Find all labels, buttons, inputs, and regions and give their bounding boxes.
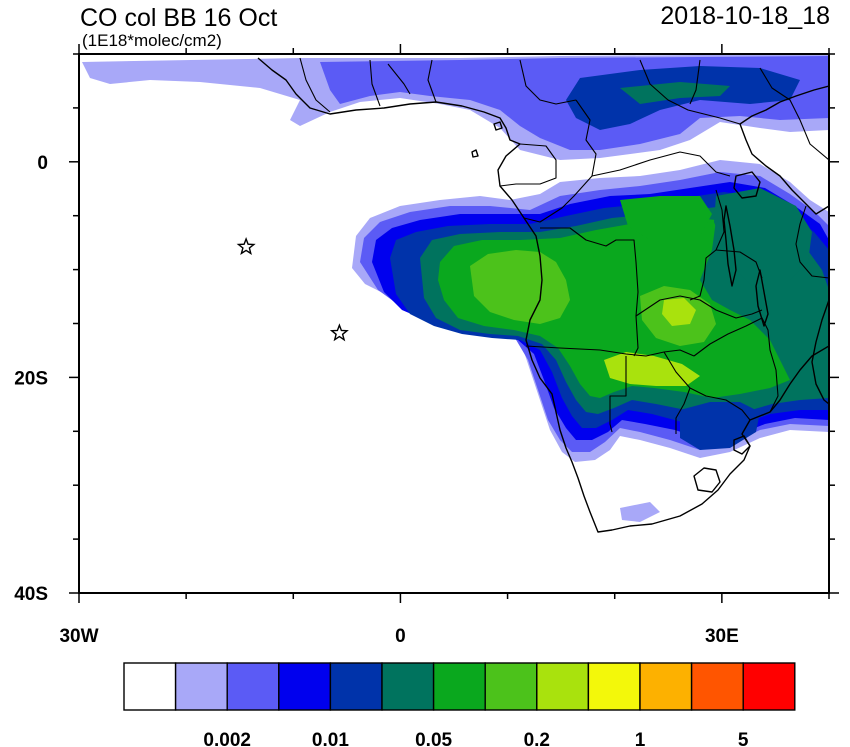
border-15	[693, 317, 779, 413]
border-14	[635, 295, 763, 319]
border-19	[715, 249, 763, 279]
y-tick-label: 0	[37, 153, 48, 174]
colorbar-swatch	[536, 662, 590, 711]
colorbar-swatch	[174, 662, 228, 711]
colorbar-swatch	[690, 662, 744, 711]
contour-se-light	[620, 502, 660, 522]
border-7	[591, 151, 731, 177]
colorbar-swatch	[484, 662, 538, 711]
co-field	[82, 54, 829, 522]
map-title: CO col BB 16 Oct	[80, 4, 277, 32]
border-10	[759, 67, 829, 161]
units-label: (1E18*molec/cm2)	[82, 31, 222, 50]
colorbar-swatch	[742, 662, 796, 711]
contour-east-darkgreen	[714, 188, 812, 290]
colorbar-label: 0.2	[524, 730, 550, 747]
colorbar-swatch	[123, 662, 177, 711]
border-3	[427, 59, 437, 103]
border-8	[639, 59, 741, 125]
border-4	[519, 59, 577, 105]
border-13	[525, 345, 695, 357]
map-panel	[79, 54, 829, 593]
madagascar	[811, 299, 829, 405]
border-18	[675, 387, 691, 434]
colorbar-swatch	[329, 662, 383, 711]
x-tick-label: 30E	[705, 626, 739, 647]
star-marker-icon	[329, 323, 349, 342]
axis-ticks: 30W 0 30E 0 20S 40S	[14, 44, 839, 647]
lake-victoria	[733, 171, 761, 199]
border-20	[795, 205, 829, 279]
datetime-label: 2018-10-18_18	[660, 2, 830, 30]
y-tick-label: 20S	[14, 368, 48, 389]
borders	[299, 57, 829, 434]
contour-north-darkgreen	[620, 82, 730, 104]
star-marker-icon	[236, 237, 256, 255]
colorbar-swatch	[639, 662, 693, 711]
contour-north-dark	[566, 66, 800, 130]
africa-horn-coast	[739, 85, 829, 215]
border-17	[663, 351, 751, 421]
colorbar-swatch	[381, 662, 435, 711]
contour-east-green	[620, 196, 712, 246]
eswatini	[733, 435, 751, 455]
border-6	[499, 143, 557, 187]
colorbar-label: 1	[635, 730, 646, 747]
colorbar: 0.002 0.01 0.05 0.2 1 5	[123, 662, 796, 747]
colorbar-label: 5	[738, 730, 749, 747]
contour-plume-yellowgreen	[604, 352, 700, 386]
border-11	[689, 189, 725, 301]
y-tick-label: 40S	[14, 584, 48, 605]
border-21	[387, 63, 411, 95]
sao-tome-island	[471, 149, 479, 158]
x-tick-label: 30W	[59, 626, 98, 647]
border-12	[540, 227, 639, 357]
contour-plume-lightgreen	[470, 250, 570, 324]
colorbar-swatch	[587, 662, 641, 711]
lesotho	[693, 467, 721, 493]
lake-tanganyika	[723, 205, 737, 287]
colorbar-swatch	[226, 662, 280, 711]
colorbar-swatch	[432, 662, 486, 711]
border-9	[689, 59, 701, 105]
colorbar-label: 0.002	[203, 730, 251, 747]
colorbar-label: 0.01	[312, 730, 349, 747]
contour-plume-yellowgreen-2	[662, 298, 696, 326]
lake-malawi	[755, 269, 769, 327]
bioko-island	[493, 121, 503, 131]
colorbar-swatch	[278, 662, 332, 711]
colorbar-label: 0.05	[415, 730, 452, 747]
border-16	[609, 356, 627, 433]
x-tick-label: 0	[395, 626, 406, 647]
marker-layer	[236, 237, 349, 342]
border-1	[299, 57, 331, 113]
border-2	[369, 59, 381, 107]
